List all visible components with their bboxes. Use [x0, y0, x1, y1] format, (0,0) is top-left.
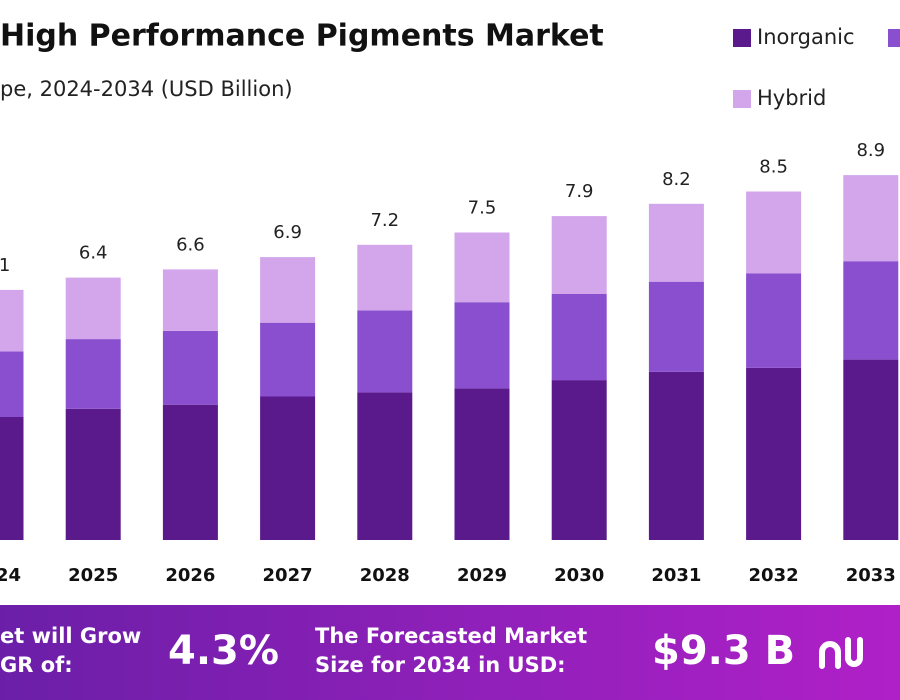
- bar-segment: [65, 277, 121, 340]
- bar-segment: [843, 175, 899, 262]
- bar-segment: [0, 289, 24, 352]
- legend-label: Hybrid: [757, 86, 826, 110]
- bar-segment: [454, 302, 510, 389]
- bar-segment: [648, 281, 704, 372]
- legend-swatch: [888, 29, 900, 47]
- x-tick-label: 2024: [0, 565, 21, 586]
- bar-segment: [260, 322, 316, 397]
- bar-segment: [162, 330, 218, 405]
- bar-segment: [357, 244, 413, 311]
- bar-segment: [65, 339, 121, 409]
- bar-segment: [65, 408, 121, 540]
- bar-segment: [454, 388, 510, 540]
- bar-segment: [0, 351, 24, 417]
- total-label: 6.6: [176, 234, 205, 255]
- growth-label: et will Grow: [0, 624, 141, 648]
- logo: [819, 637, 863, 669]
- bar-segment: [551, 216, 607, 294]
- x-tick-label: 2031: [651, 565, 701, 586]
- bar-segment: [551, 380, 607, 540]
- bar-segment: [162, 269, 218, 331]
- x-tick-label: 2030: [554, 565, 604, 586]
- chart-title: High Performance Pigments Market: [0, 19, 604, 54]
- bar-segment: [260, 257, 316, 323]
- x-tick-label: 2032: [749, 565, 799, 586]
- bar-segment: [746, 191, 802, 274]
- bar-segment: [357, 310, 413, 393]
- total-label: 8.9: [856, 140, 885, 161]
- total-label: 6.1: [0, 255, 10, 276]
- total-label: 6.4: [79, 243, 108, 264]
- bar-segment: [260, 396, 316, 540]
- bar-segment: [0, 417, 24, 540]
- bar-segment: [454, 232, 510, 303]
- x-tick-label: 2026: [165, 565, 215, 586]
- total-label: 7.9: [565, 181, 594, 202]
- forecast-label: The Forecasted Market: [315, 624, 587, 648]
- bar-segment: [843, 359, 899, 540]
- growth-value: 4.3%: [168, 628, 279, 674]
- bar-segment: [843, 261, 899, 360]
- x-tick-label: 2027: [263, 565, 313, 586]
- bar-segment: [551, 294, 607, 381]
- chart-subtitle: pe, 2024-2034 (USD Billion): [0, 77, 293, 101]
- bar-segment: [357, 392, 413, 540]
- x-tick-label: 2028: [360, 565, 410, 586]
- x-tick-label: 2029: [457, 565, 507, 586]
- bar-segment: [648, 371, 704, 540]
- bar-segment: [746, 273, 802, 368]
- total-label: 6.9: [273, 222, 302, 243]
- growth-label: GR of:: [0, 653, 73, 677]
- bar-segment: [648, 203, 704, 282]
- footer-band: [0, 605, 900, 700]
- legend-swatch: [733, 29, 751, 47]
- total-label: 8.5: [759, 157, 788, 178]
- total-label: 8.2: [662, 169, 691, 190]
- legend-label: Inorganic: [757, 25, 855, 49]
- legend-swatch: [733, 90, 751, 108]
- x-tick-label: 2033: [846, 565, 896, 586]
- bar-segment: [162, 404, 218, 540]
- bar-segment: [746, 367, 802, 540]
- x-tick-label: 2025: [68, 565, 118, 586]
- forecast-value: $9.3 B: [652, 628, 795, 674]
- forecast-label: Size for 2034 in USD:: [315, 653, 566, 677]
- total-label: 7.5: [468, 198, 497, 219]
- total-label: 7.2: [370, 210, 399, 231]
